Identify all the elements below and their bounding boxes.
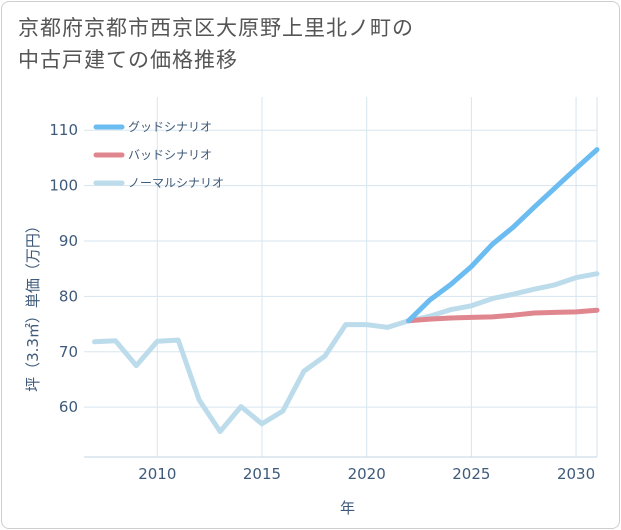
x-tick-label: 2030 bbox=[557, 465, 595, 483]
series-line-3 bbox=[92, 271, 600, 434]
x-tick-label: 2025 bbox=[452, 465, 490, 483]
legend-label: グッドシナリオ bbox=[128, 120, 212, 134]
y-tick-label: 70 bbox=[59, 343, 78, 361]
series-line-1 bbox=[406, 147, 600, 324]
y-tick-label: 80 bbox=[59, 287, 78, 305]
legend-label: ノーマルシナリオ bbox=[128, 176, 224, 190]
y-tick-label: 90 bbox=[59, 232, 78, 250]
x-tick-label: 2010 bbox=[138, 465, 176, 483]
series-line-2 bbox=[406, 307, 600, 324]
x-tick-label: 2015 bbox=[243, 465, 281, 483]
y-axis-label: 坪（3.3㎡）単価（万円） bbox=[24, 218, 42, 392]
axes: 2010 2015 2020 2025 2030 60 70 80 90 100 110 年 坪（3.3… bbox=[24, 121, 595, 517]
series-lines bbox=[92, 147, 600, 434]
chart-title-line-1: 京都府京都市西京区大原野上里北ノ町の bbox=[18, 16, 414, 40]
x-tick-label: 2020 bbox=[348, 465, 386, 483]
x-axis-label: 年 bbox=[340, 499, 355, 517]
chart-title: 京都府京都市西京区大原野上里北ノ町の 中古戸建ての価格推移 bbox=[18, 12, 578, 76]
legend-label: バッドシナリオ bbox=[128, 148, 212, 162]
y-tick-label: 60 bbox=[59, 398, 78, 416]
chart-title-line-2: 中古戸建ての価格推移 bbox=[18, 48, 238, 72]
y-tick-label: 100 bbox=[49, 177, 78, 195]
y-tick-label: 110 bbox=[49, 121, 78, 139]
